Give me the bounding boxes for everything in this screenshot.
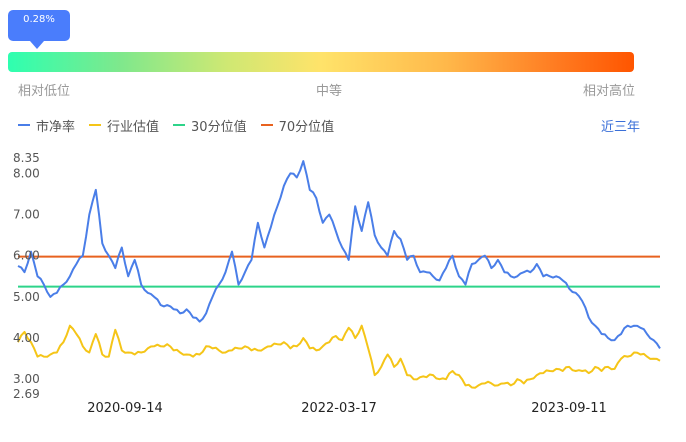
chart-legend: 市净率 行业估值 30分位值 70分位值 bbox=[18, 116, 348, 135]
valuation-gradient-bar bbox=[8, 52, 634, 72]
period-select-button[interactable]: 近三年 bbox=[600, 120, 640, 135]
legend-item-industry[interactable]: 行业估值 bbox=[89, 116, 159, 135]
legend-label-industry: 行业估值 bbox=[107, 119, 160, 135]
y-tick-label: 2.69 bbox=[13, 387, 40, 401]
x-tick-label: 2020-09-14 bbox=[87, 401, 163, 416]
tooltip-pointer bbox=[30, 41, 44, 49]
x-tick-label: 2022-03-17 bbox=[301, 401, 377, 416]
y-tick-label: 5.00 bbox=[13, 290, 40, 304]
y-tick-label: 4.00 bbox=[13, 331, 40, 345]
legend-swatch-industry bbox=[89, 124, 102, 126]
level-high-label: 相对高位 bbox=[583, 84, 636, 99]
level-low-label: 相对低位 bbox=[18, 84, 71, 99]
series-line-pb bbox=[17, 160, 661, 349]
legend-swatch-p70 bbox=[260, 124, 273, 126]
percentile-tooltip: 0.28% bbox=[8, 10, 70, 41]
level-mid-label: 中等 bbox=[316, 84, 343, 99]
legend-label-pb: 市净率 bbox=[36, 119, 76, 135]
legend-swatch-pb bbox=[18, 124, 30, 126]
y-tick-label: 8.35 bbox=[13, 151, 40, 165]
legend-item-p70[interactable]: 70分位值 bbox=[260, 116, 335, 135]
x-tick-label: 2023-09-11 bbox=[531, 401, 607, 416]
y-tick-label: 8.00 bbox=[13, 166, 40, 180]
legend-label-p70: 70分位值 bbox=[278, 119, 335, 135]
legend-item-pb[interactable]: 市净率 bbox=[18, 116, 75, 135]
y-tick-label: 3.00 bbox=[13, 372, 40, 386]
y-tick-label: 7.00 bbox=[13, 208, 40, 222]
series-line-industry bbox=[17, 324, 661, 389]
percentile-value: 0.28% bbox=[23, 14, 55, 25]
y-tick-label: 6.00 bbox=[13, 249, 40, 263]
legend-label-p30: 30分位值 bbox=[191, 119, 247, 135]
legend-item-p30[interactable]: 30分位值 bbox=[173, 116, 247, 135]
legend-swatch-p30 bbox=[173, 124, 186, 126]
